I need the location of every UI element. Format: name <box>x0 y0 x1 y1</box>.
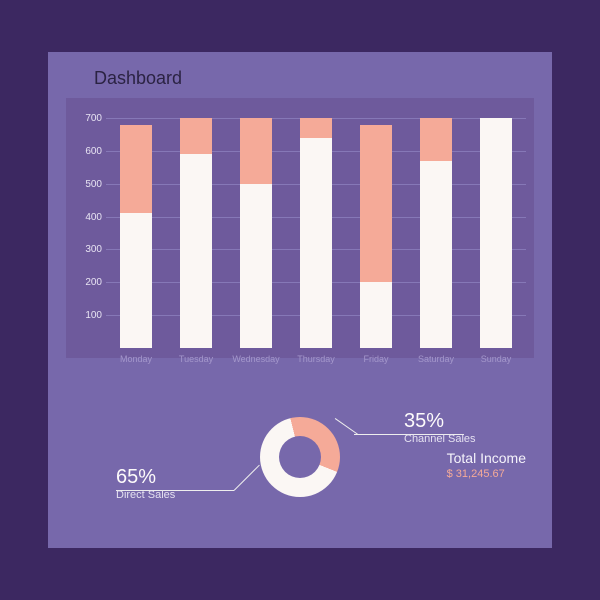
bar-segment-channel <box>120 125 152 214</box>
bar-segment-channel <box>360 125 392 283</box>
y-axis-tick-label: 400 <box>68 212 102 223</box>
bar-segment-channel <box>420 118 452 161</box>
bar-segment-channel <box>240 118 272 184</box>
x-axis-label: Monday <box>120 354 152 364</box>
total-income-label: Total Income <box>447 450 526 466</box>
channel-sales-stat: 35% Channel Sales <box>404 410 476 445</box>
page-title: Dashboard <box>94 68 182 89</box>
y-axis-tick-label: 100 <box>68 310 102 321</box>
bar-column: Sunday <box>480 118 512 348</box>
y-axis-tick-label: 300 <box>68 244 102 255</box>
bar-column: Tuesday <box>180 118 212 348</box>
sales-donut-chart <box>260 417 340 497</box>
dashboard-panel: Dashboard 100 200 300 400 500 600 700 Monday Tu… <box>48 52 552 548</box>
connector-line <box>234 465 260 491</box>
summary-section: 65% Direct Sales 35% Channel Sales Total… <box>48 382 552 532</box>
donut-hole <box>279 436 321 478</box>
bar-column: Monday <box>120 118 152 348</box>
y-axis-tick-label: 200 <box>68 277 102 288</box>
channel-sales-pct: 35% <box>404 410 476 433</box>
x-axis-label: Thursday <box>297 354 335 364</box>
x-axis-label: Sunday <box>481 354 512 364</box>
bar-column: Wednesday <box>240 118 272 348</box>
bar-column: Thursday <box>300 118 332 348</box>
direct-sales-pct: 65% <box>116 466 175 489</box>
bar-column: Friday <box>360 118 392 348</box>
x-axis-label: Saturday <box>418 354 454 364</box>
total-income-value: $ 31,245.67 <box>447 468 526 480</box>
channel-sales-label: Channel Sales <box>404 433 476 445</box>
y-axis-tick-label: 500 <box>68 179 102 190</box>
bar-segment-direct <box>360 282 392 348</box>
bar-segment-direct <box>300 138 332 348</box>
bar-segment-direct <box>480 118 512 348</box>
x-axis-label: Tuesday <box>179 354 213 364</box>
bar-column: Saturday <box>420 118 452 348</box>
direct-sales-stat: 65% Direct Sales <box>116 466 175 501</box>
bar-segment-channel <box>180 118 212 154</box>
bar-segment-direct <box>420 161 452 348</box>
bar-segment-channel <box>300 118 332 138</box>
bar-segment-direct <box>240 184 272 348</box>
bar-segment-direct <box>180 154 212 348</box>
direct-sales-label: Direct Sales <box>116 489 175 501</box>
x-axis-label: Friday <box>363 354 388 364</box>
weekly-bar-chart: 100 200 300 400 500 600 700 Monday Tuesday Wedne… <box>66 98 534 358</box>
y-axis-tick-label: 600 <box>68 146 102 157</box>
connector-line <box>335 418 359 435</box>
y-axis-tick-label: 700 <box>68 113 102 124</box>
bar-segment-direct <box>120 213 152 348</box>
x-axis-label: Wednesday <box>232 354 279 364</box>
total-income: Total Income $ 31,245.67 <box>447 450 526 480</box>
